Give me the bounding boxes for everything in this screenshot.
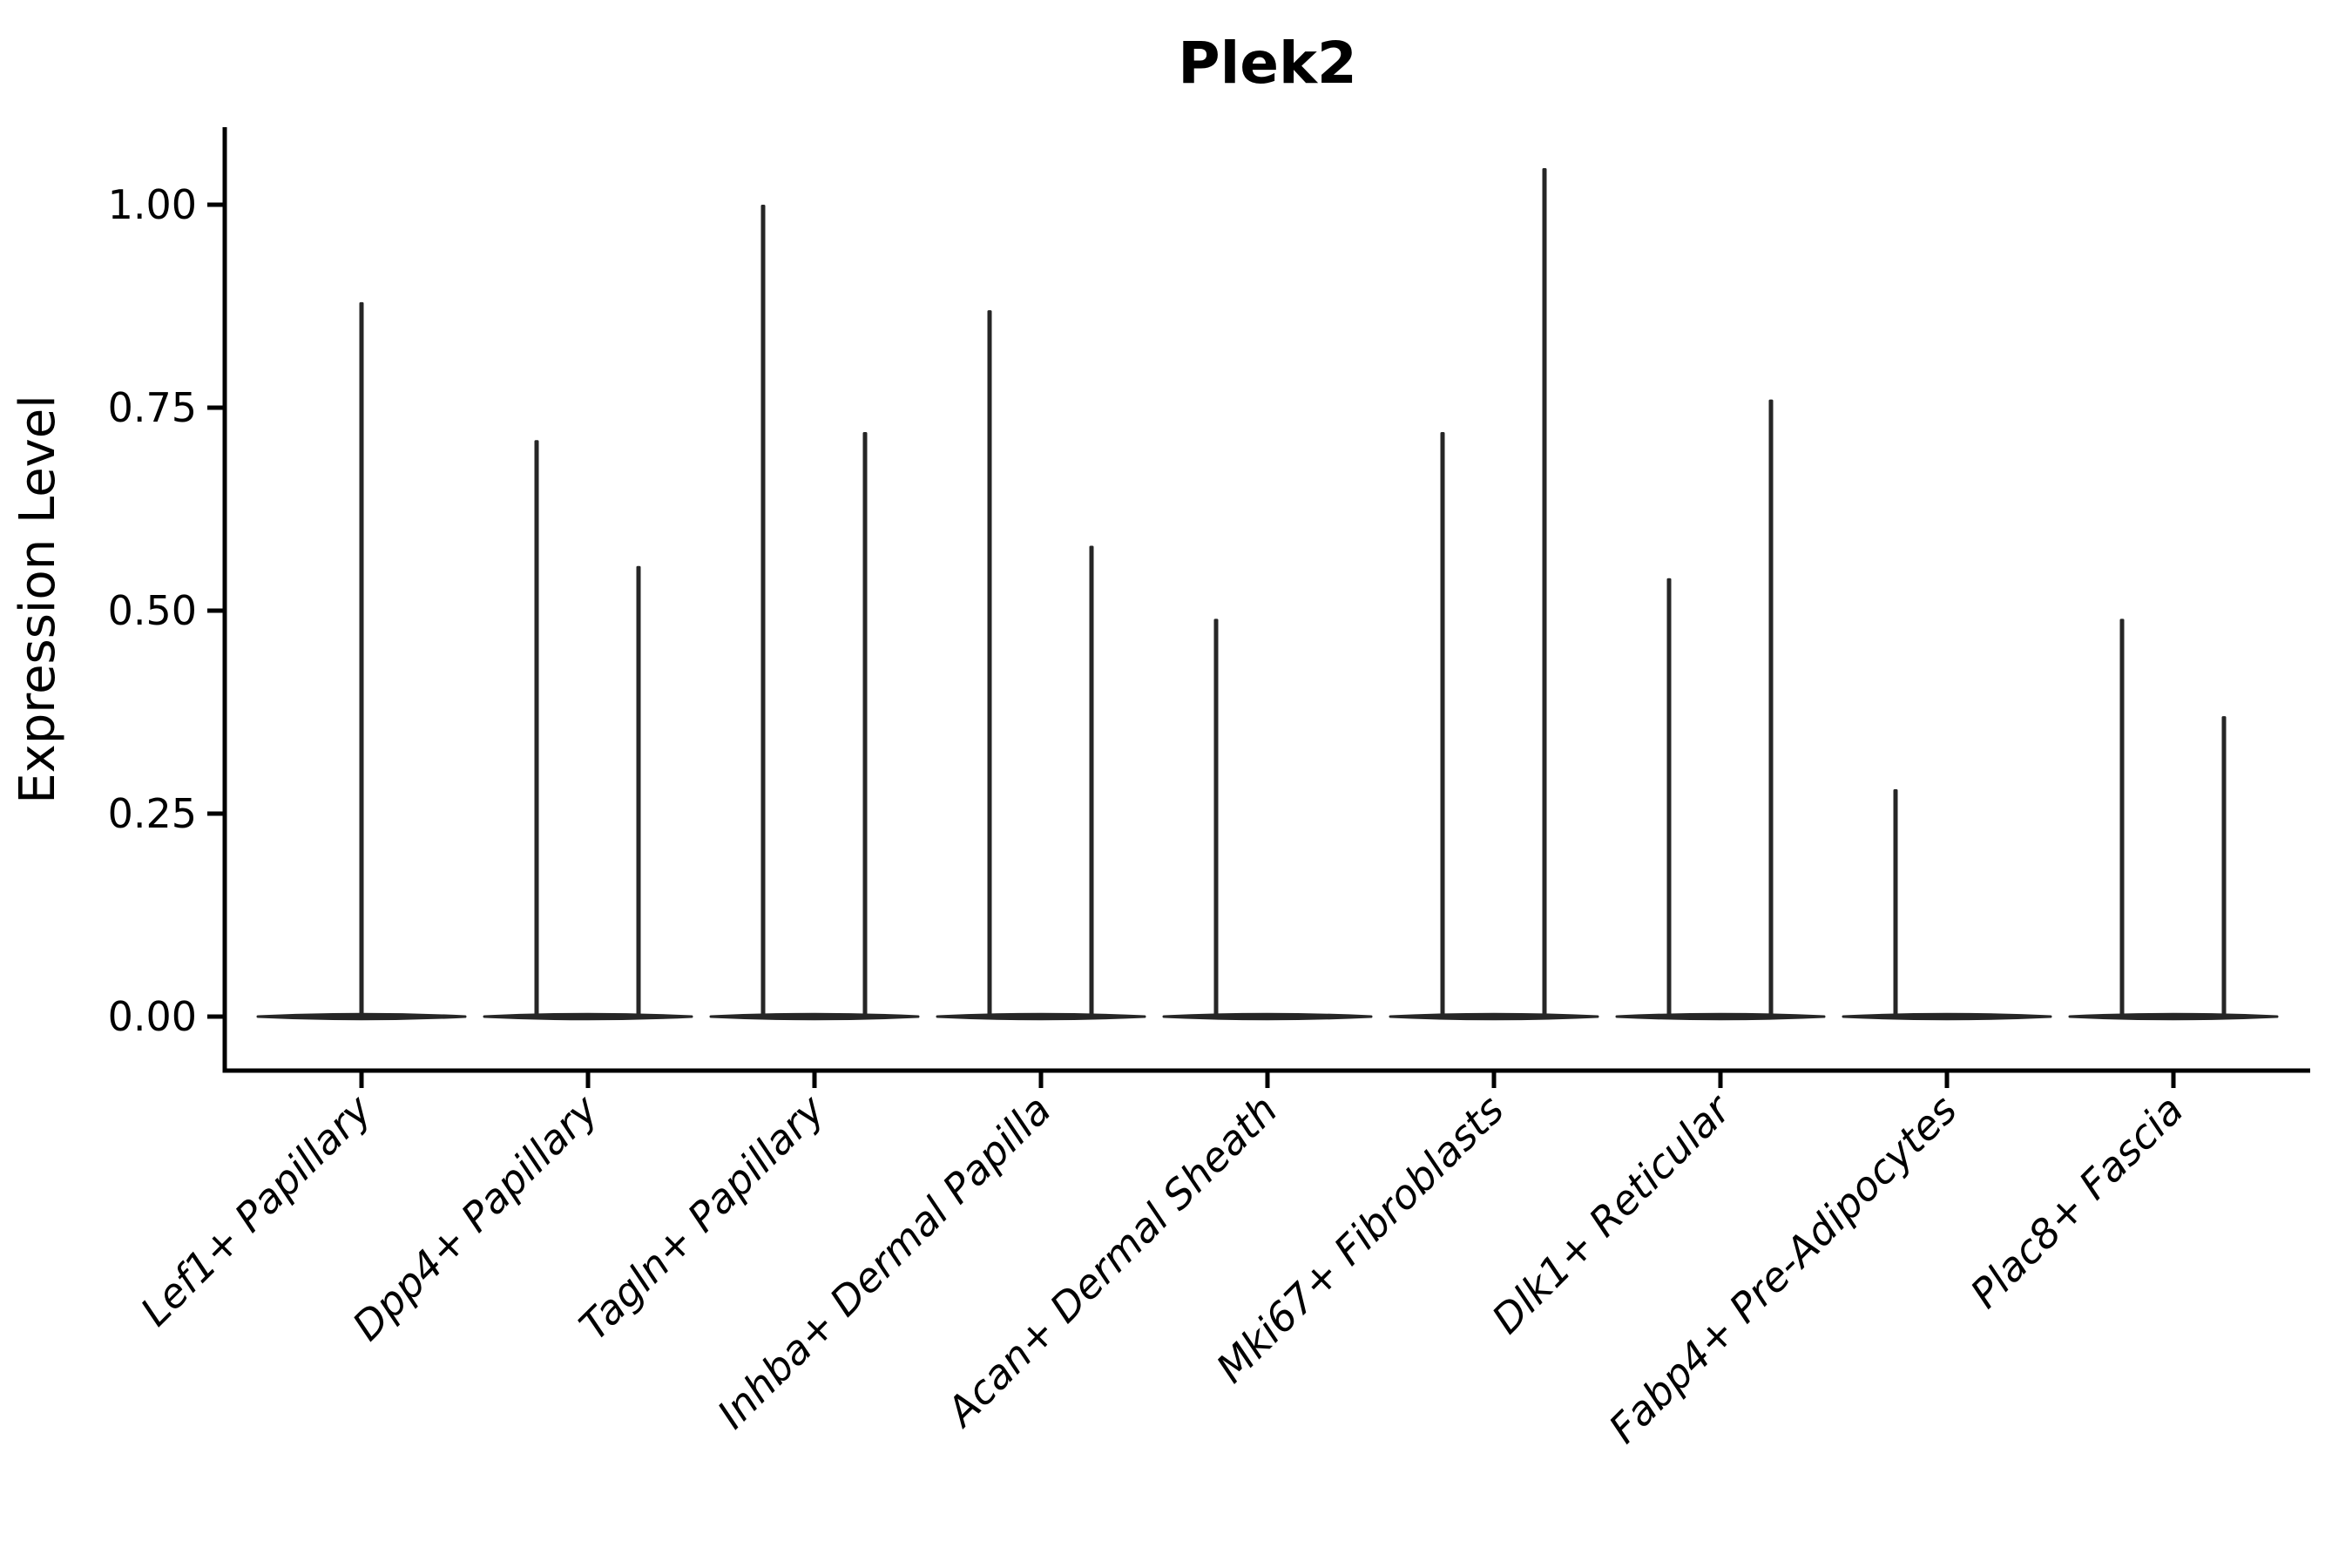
violin-spike	[636, 565, 641, 1017]
violin-spike	[1893, 789, 1898, 1017]
violin	[483, 440, 693, 1021]
y-tick-label: 0.25	[108, 790, 197, 837]
violin-spike	[987, 310, 992, 1017]
violin-spike	[1666, 578, 1672, 1017]
violin	[1389, 168, 1599, 1021]
violin-baseline	[709, 1012, 920, 1021]
violin-spike	[2221, 716, 2227, 1017]
violin-spike	[1768, 399, 1774, 1017]
y-tick-label: 0.00	[108, 993, 197, 1040]
chart-title: Plek2	[1178, 30, 1357, 97]
x-tick-label: Dpp4+ Papillary	[343, 1085, 607, 1349]
violin	[1162, 618, 1373, 1021]
violin-spike	[2119, 618, 2125, 1017]
x-tick-label: Dlk1+ Reticular	[1483, 1084, 1741, 1342]
violin-baseline	[2068, 1012, 2279, 1021]
y-axis-label: Expression Level	[10, 395, 66, 804]
x-tick-label: Plac8+ Fascia	[1961, 1086, 2192, 1317]
x-tick-label: Lef1+ Papillary	[132, 1085, 381, 1335]
violins-layer	[256, 168, 2279, 1021]
violin	[256, 301, 467, 1021]
violin-baseline	[1615, 1012, 1826, 1021]
violin-spike	[534, 440, 539, 1017]
axis-spines	[222, 127, 2310, 1073]
violin-baseline	[1389, 1012, 1599, 1021]
violin	[709, 205, 920, 1021]
violin-spike	[862, 431, 868, 1017]
y-axis-ticks: 0.00 0.25 0.50 0.75 1.00	[108, 181, 225, 1040]
violin-baseline	[936, 1012, 1146, 1021]
violin	[1842, 789, 2052, 1021]
violin-baseline	[483, 1012, 693, 1021]
y-tick-label: 0.75	[108, 384, 197, 431]
y-tick-label: 0.50	[108, 587, 197, 634]
violin-baseline	[1162, 1012, 1373, 1021]
axes	[222, 127, 2310, 1073]
violin-spike	[1089, 545, 1094, 1017]
violin-spike	[760, 205, 766, 1017]
violin-baseline	[1842, 1012, 2052, 1021]
violin	[2068, 618, 2279, 1021]
violin-spike	[1440, 431, 1445, 1017]
violin-spike	[1542, 168, 1547, 1017]
x-tick-label: Tagln+ Papillary	[570, 1085, 834, 1349]
violin-spike	[1213, 618, 1219, 1017]
y-tick-label: 1.00	[108, 181, 197, 228]
violin-spike	[359, 301, 364, 1017]
violin	[936, 310, 1146, 1021]
violin	[1615, 399, 1826, 1021]
